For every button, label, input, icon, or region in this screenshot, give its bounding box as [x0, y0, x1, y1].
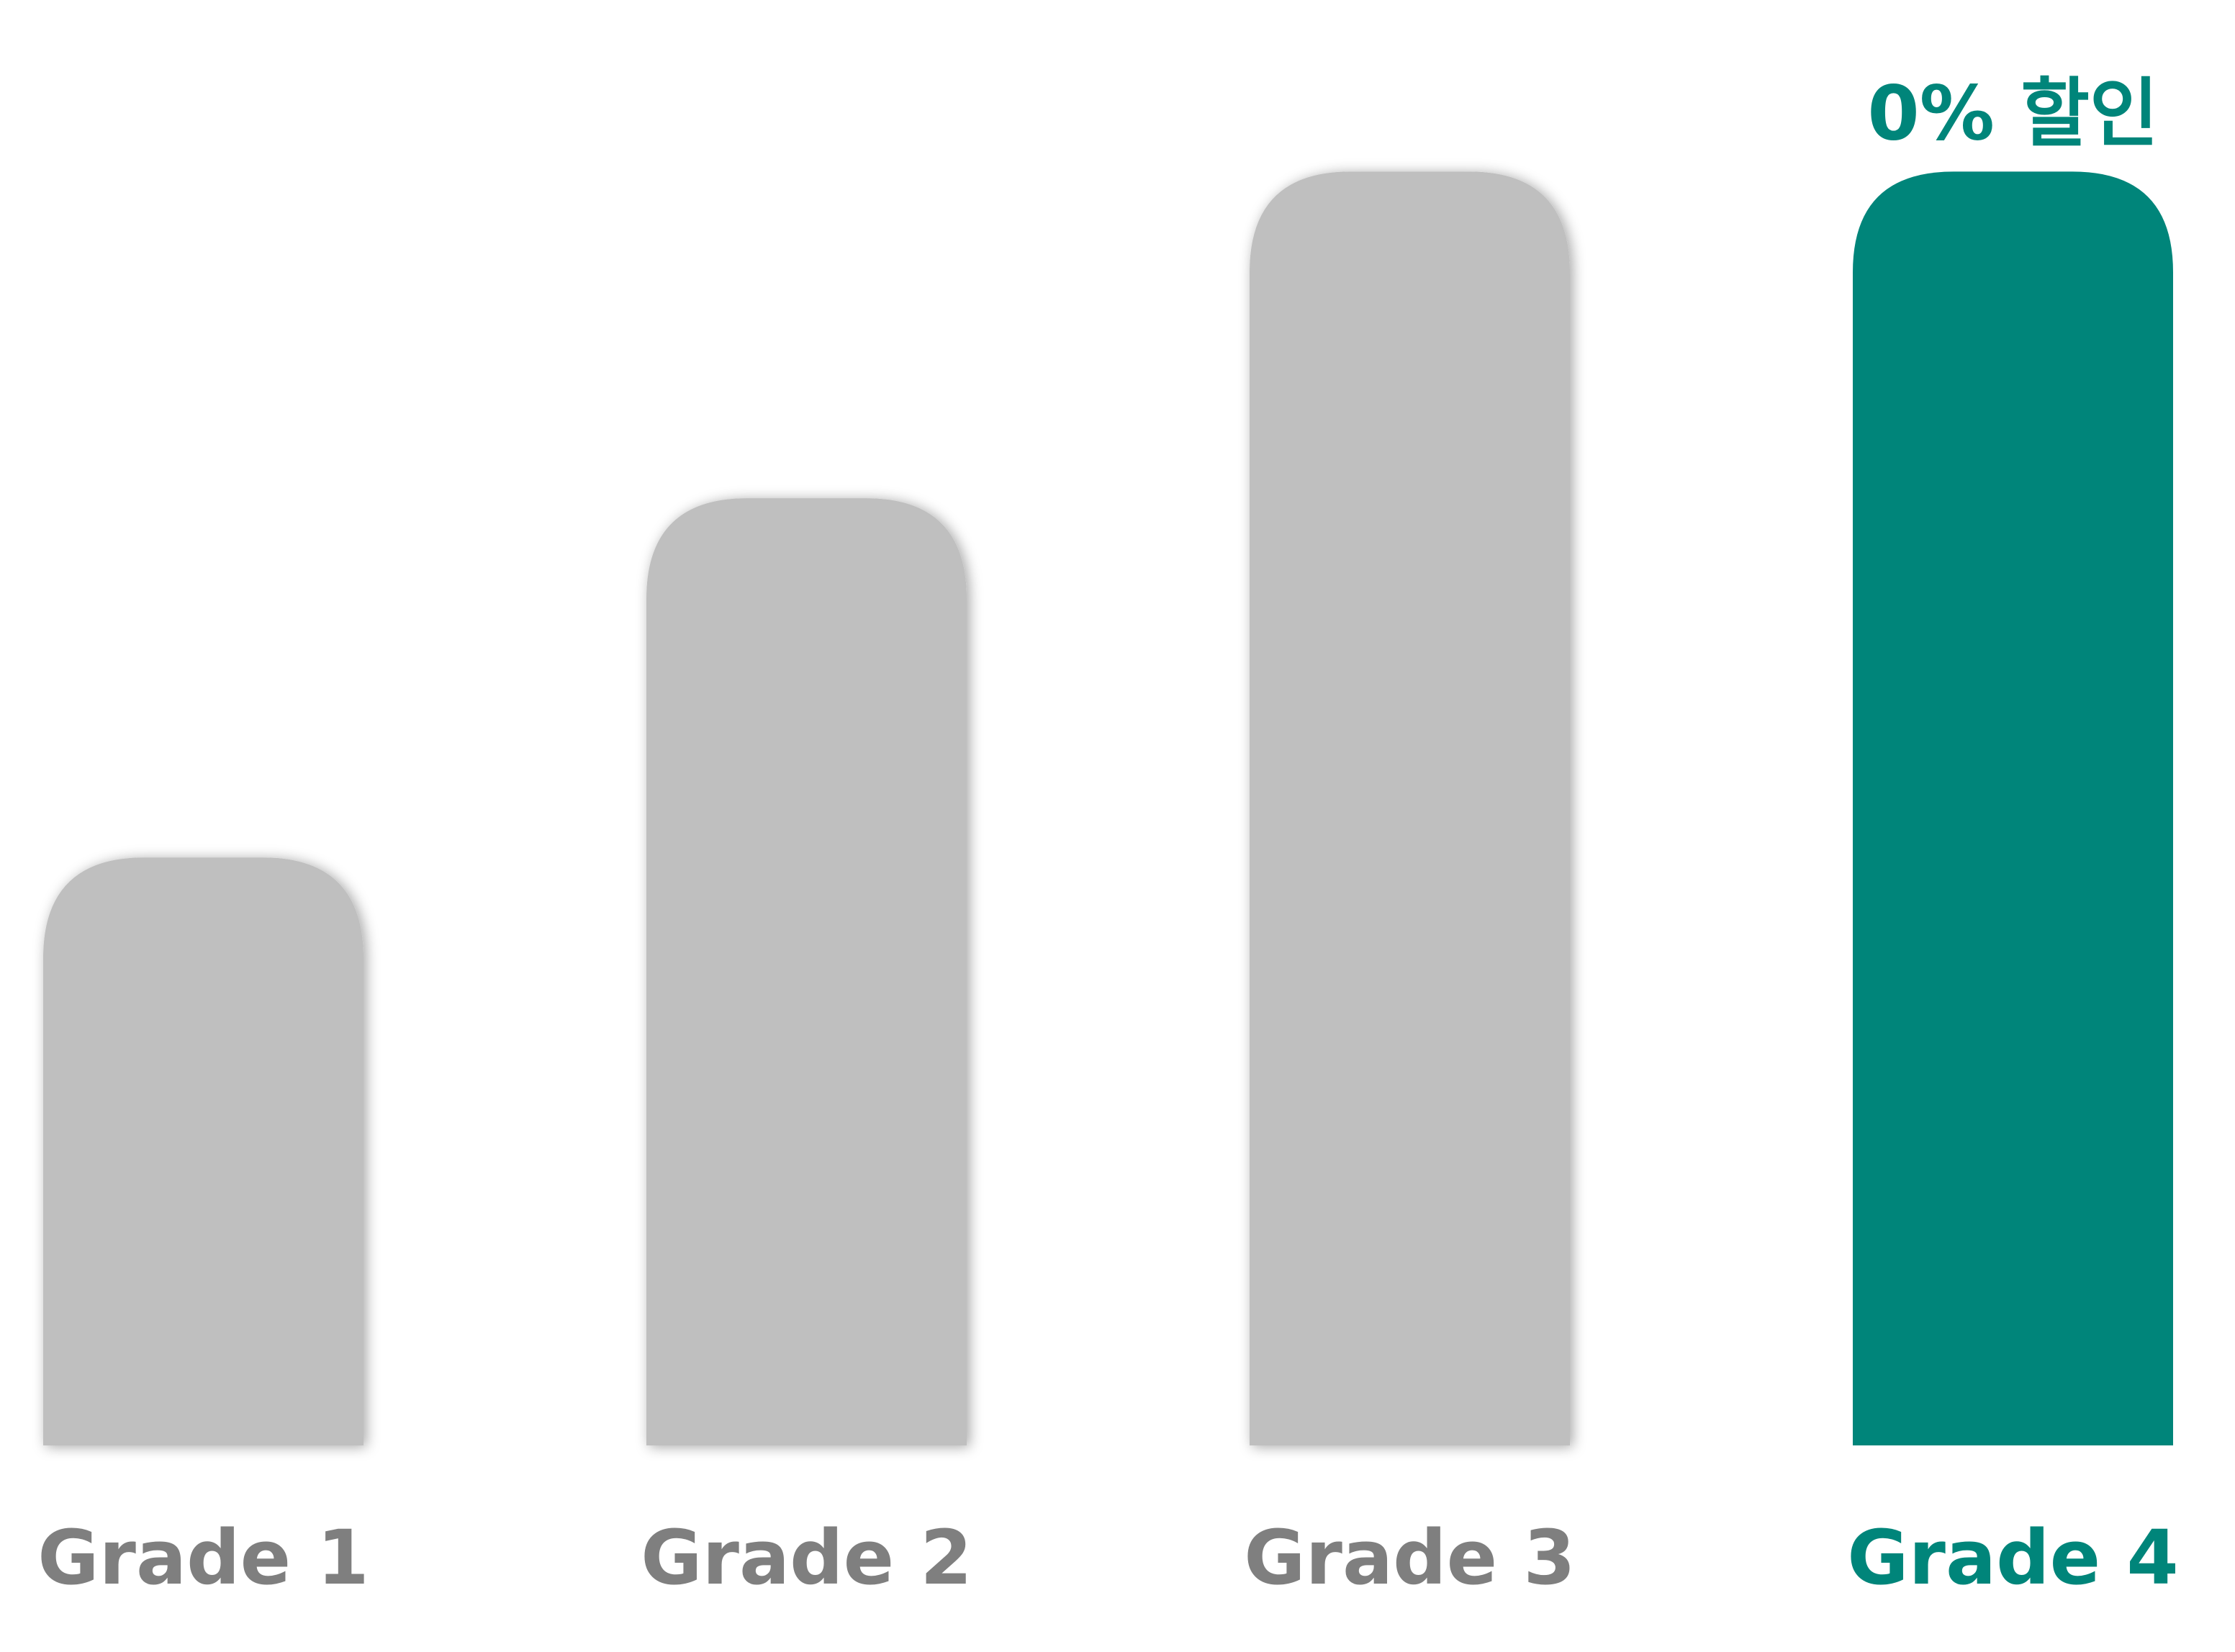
category-label: Grade 1	[37, 1514, 369, 1602]
category-label: Grade 4	[1847, 1514, 2178, 1602]
bar-grade-4	[1853, 171, 2173, 1445]
data-labels: 0% 할인	[1867, 69, 2158, 157]
bar-grade-1	[43, 857, 364, 1445]
bar-grade-3	[1250, 171, 1570, 1445]
category-label: Grade 2	[641, 1514, 972, 1602]
bar-grade-2	[646, 498, 967, 1445]
category-label: Grade 3	[1244, 1514, 1575, 1602]
data-label: 0% 할인	[1867, 69, 2158, 157]
category-labels: Grade 1 Grade 2 Grade 3 Grade 4	[37, 1514, 2178, 1602]
bars	[43, 171, 2173, 1445]
